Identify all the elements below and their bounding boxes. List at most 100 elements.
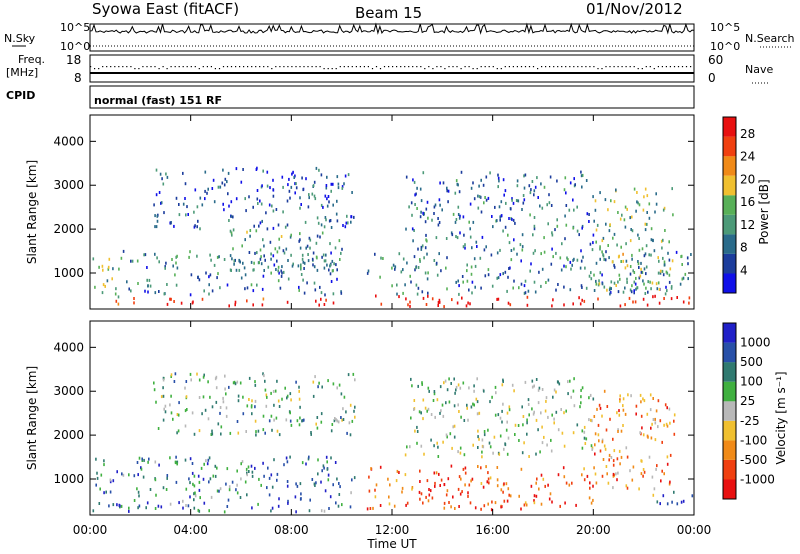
echo-cell	[372, 506, 374, 510]
echo-cell	[270, 271, 272, 275]
echo-cell	[478, 195, 481, 199]
nave-dot	[243, 66, 245, 68]
echo-cell	[286, 199, 289, 203]
echo-cell	[112, 503, 115, 507]
echo-cell	[457, 487, 460, 491]
echo-cell	[315, 241, 318, 245]
echo-cell	[585, 286, 588, 290]
echo-cell	[550, 438, 552, 442]
echo-cell	[521, 405, 523, 409]
echo-cell	[642, 208, 645, 212]
echo-cell	[351, 419, 354, 423]
echo-cell	[271, 204, 273, 208]
echo-cell	[338, 493, 341, 496]
echo-cell	[496, 478, 499, 482]
echo-cell	[502, 490, 504, 494]
echo-cell	[477, 465, 479, 468]
echo-cell	[244, 238, 246, 242]
echo-cell	[598, 282, 601, 286]
echo-cell	[210, 433, 213, 436]
echo-cell	[307, 205, 310, 209]
echo-cell	[350, 220, 352, 224]
y-tick-label: 2000	[53, 222, 84, 236]
echo-cell	[561, 242, 563, 246]
echo-cell	[569, 288, 572, 292]
echo-cell	[518, 286, 520, 290]
echo-cell	[666, 455, 669, 459]
echo-cell	[417, 247, 419, 251]
echo-cell	[164, 265, 166, 269]
echo-cell	[198, 509, 201, 513]
echo-cell	[251, 399, 253, 403]
echo-cell	[643, 267, 646, 271]
echo-cell	[494, 501, 497, 505]
echo-cell	[650, 287, 652, 291]
echo-cell	[265, 211, 267, 215]
echo-cell	[534, 249, 536, 253]
echo-cell	[155, 193, 158, 197]
nave-dot	[295, 66, 297, 68]
echo-cell	[208, 456, 211, 460]
echo-cell	[433, 212, 435, 215]
echo-cell	[292, 262, 294, 266]
echo-cell	[601, 440, 604, 444]
echo-cell	[251, 474, 254, 478]
echo-cell	[338, 239, 341, 243]
echo-cell	[484, 274, 487, 278]
echo-cell	[565, 191, 567, 195]
nave-dot	[263, 66, 265, 68]
echo-cell	[662, 208, 665, 212]
echo-cell	[304, 220, 307, 224]
echo-cell	[588, 496, 591, 500]
echo-cell	[625, 484, 628, 488]
echo-cell	[148, 457, 150, 461]
colorbar-swatch	[723, 253, 736, 274]
echo-cell	[639, 431, 641, 435]
echo-cell	[523, 174, 525, 178]
echo-cell	[445, 433, 448, 437]
echo-cell	[626, 264, 629, 268]
echo-cell	[422, 417, 424, 421]
echo-cell	[382, 257, 384, 260]
echo-cell	[128, 287, 130, 291]
echo-cell	[595, 228, 598, 232]
nave-dot	[557, 66, 559, 68]
echo-cell	[396, 469, 399, 473]
echo-cell	[420, 444, 423, 448]
nave-dot	[629, 66, 631, 68]
echo-cell	[406, 445, 408, 449]
echo-cell	[538, 270, 540, 274]
echo-cell	[613, 281, 616, 285]
echo-cell	[169, 297, 171, 301]
echo-cell	[613, 449, 616, 453]
echo-cell	[613, 200, 616, 204]
echo-cell	[261, 219, 263, 223]
echo-cell	[101, 264, 104, 268]
echo-cell	[625, 446, 628, 450]
echo-cell	[400, 270, 403, 274]
nave-dot	[279, 66, 281, 68]
echo-cell	[301, 176, 303, 180]
echo-cell	[351, 191, 353, 194]
echo-cell	[433, 205, 436, 209]
echo-cell	[321, 255, 323, 259]
echo-cell	[206, 462, 209, 466]
echo-cell	[494, 205, 496, 209]
echo-cell	[312, 380, 315, 384]
echo-cell	[272, 226, 275, 230]
echo-cell	[604, 447, 607, 451]
echo-cell	[477, 429, 479, 433]
echo-cell	[466, 403, 468, 407]
echo-cell	[487, 196, 490, 200]
echo-cell	[533, 501, 536, 505]
echo-cell	[503, 499, 506, 503]
echo-cell	[311, 257, 314, 261]
nave-dot	[355, 66, 357, 68]
echo-cell	[650, 238, 653, 242]
echo-cell	[661, 440, 663, 444]
echo-cell	[169, 502, 172, 506]
echo-cell	[246, 299, 248, 303]
echo-cell	[242, 395, 244, 399]
echo-cell	[629, 265, 632, 268]
echo-cell	[632, 300, 634, 304]
